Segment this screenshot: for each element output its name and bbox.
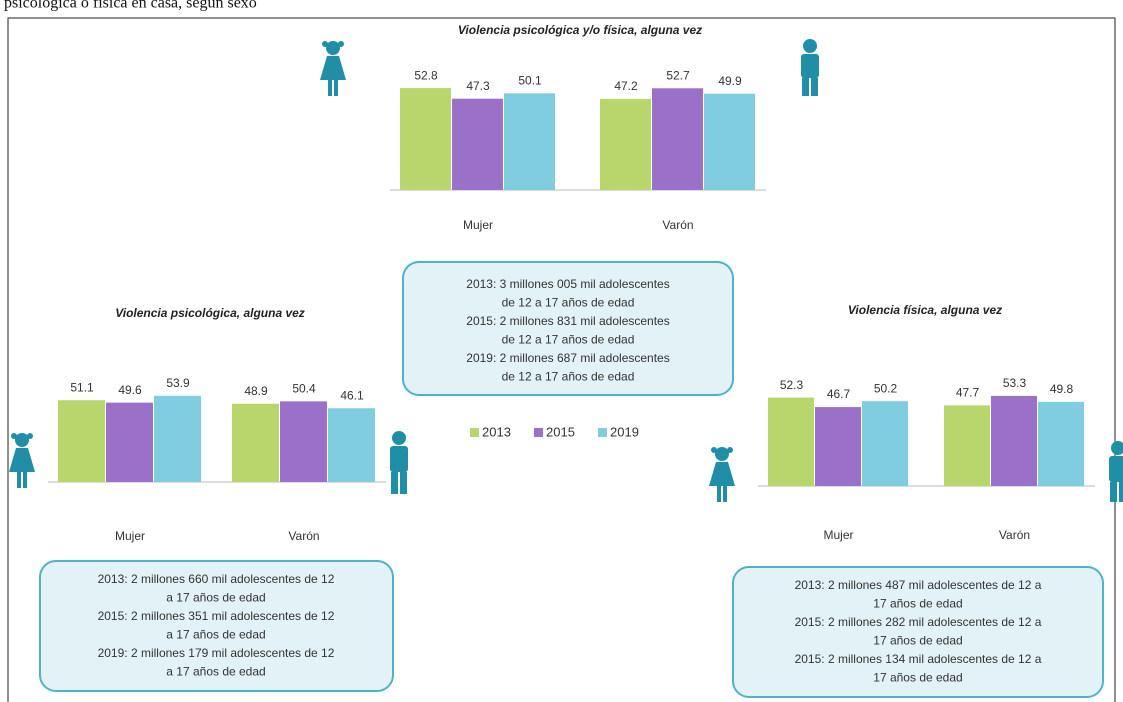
info-text: 2013: 2 millones 487 mil adolescentes de… [795, 578, 1042, 592]
bar [58, 400, 105, 482]
info-text: 2015: 2 millones 134 mil adolescentes de… [795, 652, 1042, 666]
data-label: 46.7 [827, 387, 851, 401]
x-tick-label: Mujer [115, 529, 145, 543]
legend-marker [534, 428, 543, 437]
legend-marker [598, 428, 607, 437]
bar [328, 408, 375, 482]
info-text: a 17 años de edad [166, 591, 265, 605]
caption: psicológica o física en casa, según sexo [4, 0, 257, 12]
data-label: 46.1 [340, 388, 364, 402]
data-label: 48.9 [244, 384, 268, 398]
data-label: 50.2 [874, 381, 898, 395]
boy-icon [1109, 441, 1123, 502]
data-label: 47.3 [466, 79, 490, 93]
bar [704, 93, 755, 190]
bar [106, 402, 153, 482]
info-text: 2013: 3 millones 005 mil adolescentes [466, 277, 669, 291]
data-label: 52.8 [414, 68, 438, 82]
bar [815, 407, 861, 486]
girl-icon [709, 447, 735, 502]
info-box [402, 261, 734, 396]
bar [154, 395, 201, 482]
frame [7, 17, 1116, 702]
chart-title: Violencia física, alguna vez [848, 303, 1002, 317]
info-box [732, 566, 1104, 698]
x-tick-label: Varón [999, 528, 1030, 542]
data-label: 50.1 [518, 73, 542, 87]
info-text: 17 años de edad [873, 597, 962, 611]
legend-marker [470, 428, 479, 437]
data-label: 49.6 [118, 383, 142, 397]
bar [600, 98, 651, 190]
bar [504, 93, 555, 190]
info-text: 17 años de edad [873, 634, 962, 648]
bar [862, 401, 908, 486]
info-text: 2015: 2 millones 351 mil adolescentes de… [98, 609, 335, 623]
info-text: 2019: 2 millones 179 mil adolescentes de… [98, 646, 335, 660]
x-tick-label: Mujer [463, 218, 493, 232]
boy-icon [390, 431, 408, 494]
bar [1038, 401, 1084, 486]
x-tick-label: Mujer [823, 528, 853, 542]
chart-title: Violencia psicológica y/o física, alguna… [458, 23, 702, 37]
legend-label: 2013 [482, 424, 511, 439]
bar [768, 397, 814, 486]
bar [452, 98, 503, 190]
info-text: de 12 a 17 años de edad [502, 333, 635, 347]
info-text: 2013: 2 millones 660 mil adolescentes de… [98, 572, 335, 586]
bar [232, 403, 279, 482]
data-label: 50.4 [292, 382, 316, 396]
girl-icon [9, 433, 35, 488]
info-text: a 17 años de edad [166, 628, 265, 642]
x-tick-label: Varón [288, 529, 319, 543]
info-text: 2015: 2 millones 831 mil adolescentes [466, 314, 669, 328]
info-text: 17 años de edad [873, 671, 962, 685]
legend-label: 2019 [610, 424, 639, 439]
bar [944, 405, 990, 486]
data-label: 47.2 [614, 79, 638, 93]
data-label: 49.8 [1050, 382, 1074, 396]
info-text: a 17 años de edad [166, 665, 265, 679]
legend-label: 2015 [546, 424, 575, 439]
bar [991, 395, 1037, 486]
info-text: 2015: 2 millones 282 mil adolescentes de… [795, 615, 1042, 629]
data-label: 47.7 [956, 386, 980, 400]
data-label: 53.3 [1003, 376, 1027, 390]
x-tick-label: Varón [662, 218, 693, 232]
girl-icon [320, 41, 346, 96]
data-label: 49.9 [718, 74, 742, 88]
bar [652, 88, 703, 190]
info-text: de 12 a 17 años de edad [502, 370, 635, 384]
data-label: 51.1 [70, 380, 94, 394]
info-box [39, 560, 394, 692]
data-label: 52.3 [780, 378, 804, 392]
boy-icon [801, 39, 819, 96]
info-text: de 12 a 17 años de edad [502, 296, 635, 310]
bar [400, 88, 451, 190]
chart-title: Violencia psicológica, alguna vez [115, 306, 305, 320]
bar [280, 401, 327, 482]
data-label: 53.9 [166, 376, 190, 390]
info-text: 2019: 2 millones 687 mil adolescentes [466, 351, 669, 365]
data-label: 52.7 [666, 68, 690, 82]
